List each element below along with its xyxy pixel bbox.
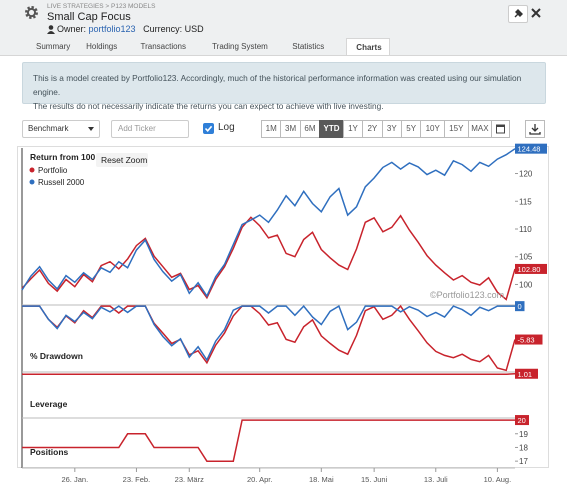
- info-box: This is a model created by Portfolio123.…: [22, 62, 546, 111]
- end-flag-label: 0: [518, 302, 522, 311]
- calendar-icon: [496, 124, 506, 134]
- caret: [88, 127, 94, 131]
- end-flag: 1.01: [515, 368, 538, 379]
- end-flag-label: -5.83: [518, 336, 535, 345]
- currency: Currency: USD: [143, 24, 204, 34]
- end-flag: -5.83: [515, 334, 543, 345]
- end-flag: 0: [515, 301, 525, 312]
- series-line: [21, 214, 516, 301]
- user-icon: [47, 25, 55, 34]
- tab[interactable]: Summary: [36, 42, 71, 51]
- y-tick-label: 110: [519, 225, 532, 234]
- owner-label: Owner:: [57, 24, 87, 34]
- y-tick-label: 105: [519, 253, 533, 262]
- end-flag-box: [515, 301, 525, 312]
- owner-line: Owner: portfolio123 Currency: USD: [57, 24, 204, 34]
- watermark: ©Portfolio123.com: [430, 290, 504, 300]
- end-flag: 124.48: [515, 143, 547, 154]
- range-button[interactable]: 6M: [299, 120, 321, 138]
- end-flag-label: 102.80: [518, 265, 541, 274]
- end-flag-label: 1.01: [518, 370, 533, 379]
- x-tick-label: 18. Mai: [309, 475, 334, 484]
- reset-zoom-label: Reset Zoom: [101, 155, 147, 165]
- legend-label: Portfolio: [38, 166, 68, 175]
- tab[interactable]: Holdings: [86, 42, 118, 51]
- legend-dot: [29, 167, 35, 173]
- ticker-input[interactable]: Add Ticker: [111, 120, 189, 138]
- end-flag-box: [515, 368, 538, 379]
- y-tick-label: 120: [519, 170, 533, 179]
- series-line: [22, 304, 515, 362]
- range-button[interactable]: 3M: [280, 120, 301, 138]
- reset-zoom-box: [96, 153, 148, 167]
- info-line: The results do not necessarily indicate …: [33, 101, 384, 111]
- download-icon: [529, 124, 541, 135]
- benchmark-select[interactable]: Benchmark: [22, 120, 100, 138]
- y-tick-label: 100: [519, 280, 533, 289]
- x-tick-label: 15. Juni: [361, 475, 388, 484]
- info-line: This is a model created by Portfolio123.…: [33, 73, 522, 97]
- header: LIVE STRATEGIES > P123 MODELS Small Cap …: [0, 0, 567, 56]
- title: Small Cap Focus: [47, 11, 131, 23]
- legend-label: Russell 2000: [38, 178, 85, 187]
- owner-link[interactable]: portfolio123: [88, 24, 136, 34]
- end-flag: 20: [515, 415, 529, 426]
- close-icon[interactable]: [531, 8, 541, 18]
- range-button[interactable]: 1M: [261, 120, 282, 138]
- series-line: [22, 419, 515, 462]
- y-tick-label: 17: [519, 457, 528, 466]
- end-flag-box: [515, 143, 547, 154]
- x-tick-label: 23. März: [175, 475, 204, 484]
- benchmark-label: Benchmark: [28, 124, 69, 133]
- reset-zoom-button[interactable]: Reset Zoom: [96, 153, 148, 167]
- range-button[interactable]: 10Y: [420, 120, 445, 138]
- end-flag-box: [515, 334, 543, 345]
- end-flag-label: 20: [518, 416, 526, 425]
- panel-title: Positions: [30, 447, 69, 457]
- end-flag-box: [515, 263, 547, 274]
- pin-button[interactable]: [508, 5, 528, 23]
- range-button[interactable]: 1Y: [342, 120, 364, 138]
- log-checkbox[interactable]: [203, 123, 214, 134]
- panel-title: Leverage: [30, 399, 68, 409]
- x-tick-label: 26. Jan.: [61, 475, 88, 484]
- gear-icon: [25, 6, 38, 19]
- chart: 100 105 110 115 120 102.80 124.48 Return from 1…: [21, 143, 547, 484]
- x-tick-label: 10. Aug.: [484, 475, 512, 484]
- y-tick-label: 18: [519, 443, 528, 452]
- tab[interactable]: Trading System: [212, 42, 268, 51]
- range-button[interactable]: 15Y: [444, 120, 469, 138]
- tab[interactable]: Charts: [346, 38, 391, 55]
- range-button[interactable]: 5Y: [401, 120, 422, 138]
- end-flag-label: 124.48: [518, 145, 541, 154]
- range-button[interactable]: YTD: [319, 120, 344, 138]
- y-tick-label: 115: [519, 197, 532, 206]
- panel-title: % Drawdown: [30, 351, 83, 361]
- x-tick-label: 13. Juli: [424, 475, 448, 484]
- x-tick-label: 23. Feb.: [123, 475, 151, 484]
- range-button[interactable]: 3Y: [381, 120, 402, 138]
- breadcrumb[interactable]: LIVE STRATEGIES > P123 MODELS: [47, 3, 156, 10]
- legend-dot: [29, 179, 35, 185]
- download-button[interactable]: [525, 120, 545, 138]
- log-label: Log: [218, 122, 235, 133]
- y-tick-label: 19: [519, 430, 528, 439]
- end-flag-box: [515, 415, 529, 426]
- range-button[interactable]: MAX: [467, 120, 493, 138]
- calendar-button[interactable]: [491, 120, 511, 138]
- pin-icon: [514, 9, 523, 18]
- end-flag: 102.80: [515, 263, 547, 274]
- panel-title: Return from 100: [30, 152, 95, 162]
- range-button[interactable]: 2Y: [362, 120, 383, 138]
- tab[interactable]: Statistics: [292, 42, 325, 51]
- x-tick-label: 20. Apr.: [247, 475, 272, 484]
- tab[interactable]: Transactions: [140, 42, 187, 51]
- series-line: [22, 304, 516, 372]
- series-line: [21, 148, 516, 298]
